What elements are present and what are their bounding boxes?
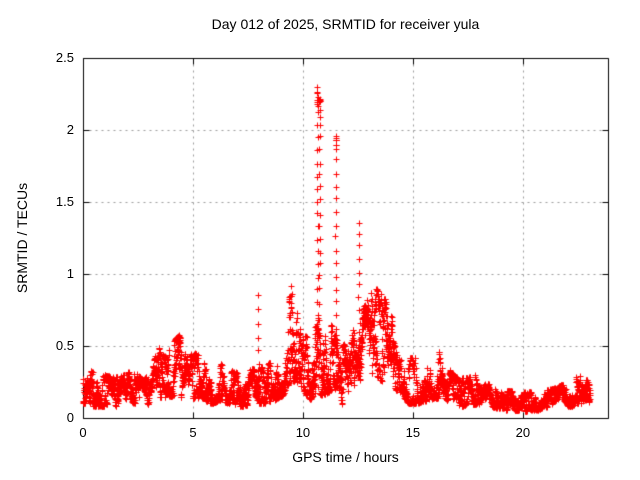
x-tick-label: 15 bbox=[405, 425, 421, 440]
x-tick-label: 10 bbox=[295, 425, 311, 440]
y-tick-label: 2 bbox=[66, 122, 74, 137]
y-tick-label: 2.5 bbox=[55, 50, 74, 65]
x-tick-label: 0 bbox=[79, 425, 87, 440]
x-axis-label: GPS time / hours bbox=[292, 449, 399, 465]
y-tick-label: 1.5 bbox=[55, 194, 74, 209]
y-tick-label: 0.5 bbox=[55, 338, 74, 353]
y-tick-label: 0 bbox=[66, 410, 74, 425]
x-tick-label: 5 bbox=[189, 425, 197, 440]
x-tick-label: 20 bbox=[515, 425, 531, 440]
chart-title: Day 012 of 2025, SRMTID for receiver yul… bbox=[211, 16, 480, 32]
y-tick-label: 1 bbox=[66, 266, 74, 281]
